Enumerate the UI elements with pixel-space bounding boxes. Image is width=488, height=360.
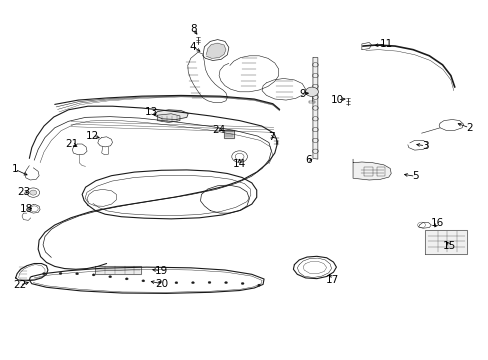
Circle shape <box>257 284 260 286</box>
Circle shape <box>142 280 144 282</box>
Text: 3: 3 <box>421 141 428 151</box>
Text: 20: 20 <box>155 279 167 289</box>
Polygon shape <box>206 43 225 58</box>
Circle shape <box>175 282 178 284</box>
Polygon shape <box>425 230 466 254</box>
Text: 6: 6 <box>304 155 311 165</box>
Circle shape <box>241 282 244 284</box>
Text: 15: 15 <box>442 240 456 251</box>
Circle shape <box>125 278 128 280</box>
Polygon shape <box>157 114 180 122</box>
Text: 14: 14 <box>232 159 246 169</box>
Circle shape <box>76 273 79 275</box>
Circle shape <box>42 273 45 275</box>
Circle shape <box>30 190 37 195</box>
Text: 11: 11 <box>379 39 392 49</box>
Text: 17: 17 <box>325 275 339 285</box>
Circle shape <box>158 281 161 283</box>
Circle shape <box>59 273 62 275</box>
Circle shape <box>305 87 318 96</box>
Text: 24: 24 <box>212 125 225 135</box>
Text: 8: 8 <box>189 24 196 34</box>
Text: 10: 10 <box>330 95 343 105</box>
Polygon shape <box>224 130 233 138</box>
Text: 16: 16 <box>430 218 444 228</box>
Circle shape <box>224 282 227 284</box>
Text: 18: 18 <box>20 204 34 214</box>
Text: 13: 13 <box>144 107 158 117</box>
Polygon shape <box>95 266 141 274</box>
Text: 2: 2 <box>465 123 472 133</box>
Text: 23: 23 <box>17 186 30 197</box>
Text: 21: 21 <box>65 139 79 149</box>
Text: 22: 22 <box>13 280 26 290</box>
Text: 7: 7 <box>267 132 274 142</box>
Circle shape <box>108 276 111 278</box>
Polygon shape <box>154 110 188 120</box>
Text: 19: 19 <box>154 266 168 276</box>
Circle shape <box>92 274 95 276</box>
Circle shape <box>191 282 194 284</box>
Text: 9: 9 <box>299 89 306 99</box>
Text: 4: 4 <box>189 42 196 52</box>
Polygon shape <box>352 159 390 180</box>
Polygon shape <box>312 58 317 159</box>
Text: 5: 5 <box>411 171 418 181</box>
Text: 1: 1 <box>11 164 18 174</box>
Circle shape <box>207 282 210 284</box>
Text: 12: 12 <box>86 131 100 141</box>
